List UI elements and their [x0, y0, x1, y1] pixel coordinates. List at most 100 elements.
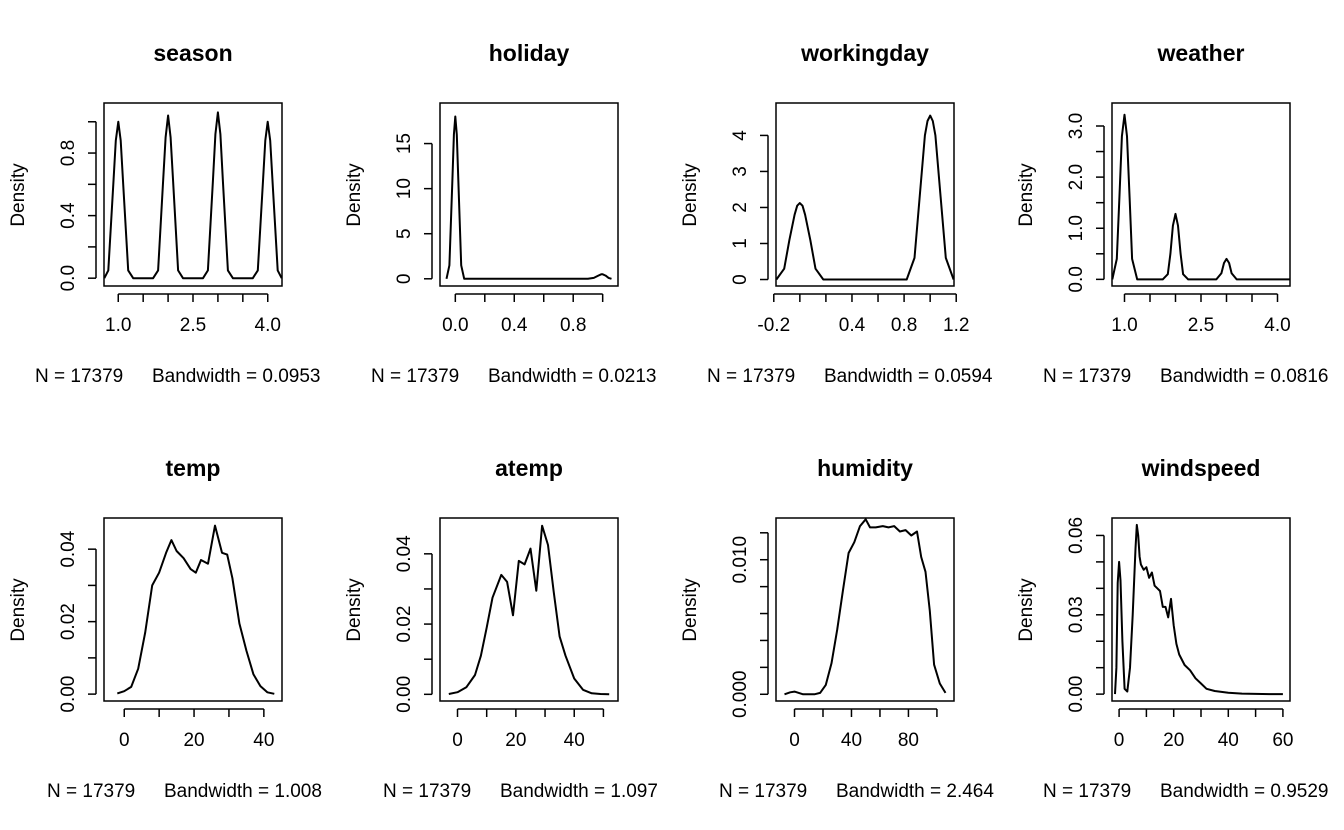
y-axis-label: Density: [344, 163, 365, 227]
y-axis-label: Density: [8, 163, 29, 227]
plot-frame: [1111, 102, 1291, 287]
bandwidth-label: Bandwidth = 0.0953: [152, 366, 321, 387]
density-chart-svg: season 1.0 2.5 4.0 0.0 0.4 0.8 Density N = 17379…: [8, 40, 321, 387]
y-tick-label: 3: [730, 166, 751, 177]
y-tick-label: 3.0: [1066, 113, 1087, 139]
x-tick-label: 0.8: [891, 315, 917, 336]
y-tick-label: 0.00: [58, 676, 79, 713]
x-tick-label: 0.4: [839, 315, 866, 336]
x-tick-label: 1.2: [943, 315, 969, 336]
y-tick-label: 0.0: [1066, 266, 1087, 292]
y-tick-label: 0.4: [58, 202, 79, 229]
y-tick-label: 0.03: [1066, 596, 1087, 633]
panel-weather: weather 1.0 2.5 4.0 0.0 1.0 2.0 3.0 Density N = 1…: [1008, 0, 1344, 415]
panel-season: season 1.0 2.5 4.0 0.0 0.4 0.8 Density N = 17379…: [0, 0, 336, 415]
y-tick-label: 0.00: [394, 676, 415, 713]
y-axis-label: Density: [680, 163, 701, 227]
x-tick-label: 2.5: [1188, 315, 1214, 336]
density-chart-svg: holiday 0.0 0.4 0.8 0 5 10 15 Density N = 17379 Ba…: [344, 40, 657, 387]
chart-title: atemp: [495, 455, 563, 481]
x-tick-label: 0: [1114, 730, 1125, 751]
plot-frame: [775, 102, 955, 287]
plot-frame: [439, 517, 619, 702]
chart-title: workingday: [800, 40, 929, 66]
y-tick-label: 0.000: [730, 670, 751, 718]
y-tick-label: 0: [730, 274, 751, 285]
plot-frame: [439, 102, 619, 287]
plot-frame: [103, 102, 283, 287]
x-tick-label: 4.0: [1264, 315, 1290, 336]
sample-size-label: N = 17379: [719, 781, 807, 802]
density-curve: [784, 518, 947, 696]
x-tick-label: 20: [1163, 730, 1184, 751]
y-tick-label: 0.00: [1066, 676, 1087, 713]
density-curve: [116, 524, 275, 695]
density-chart-svg: humidity 0 40 80 0.000 0.010 Density N = 17379 B…: [680, 455, 994, 802]
bandwidth-label: Bandwidth = 0.0594: [824, 366, 993, 387]
x-tick-label: 0: [119, 730, 130, 751]
density-chart-svg: temp 0 20 40 0.00 0.02 0.04 Density N = 17379 Ban…: [8, 455, 322, 802]
x-tick-label: 40: [253, 730, 274, 751]
y-tick-label: 10: [394, 178, 415, 199]
chart-title: holiday: [489, 40, 570, 66]
y-axis-label: Density: [1016, 163, 1037, 227]
bandwidth-label: Bandwidth = 0.0213: [488, 366, 657, 387]
bandwidth-label: Bandwidth = 0.0816: [1160, 366, 1329, 387]
density-chart-svg: weather 1.0 2.5 4.0 0.0 1.0 2.0 3.0 Density N = 1…: [1016, 40, 1329, 387]
y-tick-label: 0.0: [58, 265, 79, 291]
y-tick-label: 4: [730, 130, 751, 141]
panel-holiday: holiday 0.0 0.4 0.8 0 5 10 15 Density N = 17379 Ba…: [336, 0, 672, 415]
density-curve: [448, 524, 610, 696]
chart-title: windspeed: [1141, 455, 1261, 481]
bandwidth-label: Bandwidth = 1.097: [500, 781, 658, 802]
y-axis-label: Density: [680, 578, 701, 642]
x-tick-label: 40: [841, 730, 862, 751]
x-tick-label: 0.4: [501, 315, 528, 336]
plot-frame: [775, 517, 955, 702]
density-chart-svg: workingday -0.2 0.4 0.8 1.2 0 1 2 3 4 Density N = 1…: [680, 40, 993, 387]
density-curve: [1111, 113, 1290, 281]
y-tick-label: 0.8: [58, 140, 79, 166]
sample-size-label: N = 17379: [1043, 366, 1131, 387]
y-axis-label: Density: [1016, 578, 1037, 642]
sample-size-label: N = 17379: [35, 366, 123, 387]
y-tick-label: 15: [394, 133, 415, 154]
sample-size-label: N = 17379: [1043, 781, 1131, 802]
y-tick-label: 2: [730, 202, 751, 213]
chart-title: humidity: [817, 455, 913, 481]
y-tick-label: 0.06: [1066, 517, 1087, 554]
y-axis-label: Density: [344, 578, 365, 642]
bandwidth-label: Bandwidth = 2.464: [836, 781, 994, 802]
y-tick-label: 5: [394, 228, 415, 239]
y-axis-label: Density: [8, 578, 29, 642]
density-curve: [445, 115, 612, 280]
panel-windspeed: windspeed 0 20 40 60 0.00 0.03 0.06 Density N = 1…: [1008, 415, 1344, 830]
x-tick-label: 20: [183, 730, 204, 751]
density-curve: [1114, 523, 1283, 696]
panel-atemp: atemp 0 20 40 0.00 0.02 0.04 Density N = 17379 Ba…: [336, 415, 672, 830]
x-tick-label: 1.0: [1111, 315, 1137, 336]
y-tick-label: 0.04: [58, 530, 79, 567]
x-tick-label: 20: [505, 730, 526, 751]
x-tick-label: 80: [898, 730, 919, 751]
sample-size-label: N = 17379: [47, 781, 135, 802]
x-tick-label: 40: [1218, 730, 1239, 751]
y-tick-label: 0.02: [58, 603, 79, 640]
density-curve: [775, 114, 955, 281]
y-tick-label: 2.0: [1066, 164, 1087, 190]
density-chart-svg: atemp 0 20 40 0.00 0.02 0.04 Density N = 17379 Ba…: [344, 455, 658, 802]
bandwidth-label: Bandwidth = 1.008: [164, 781, 322, 802]
density-chart-svg: windspeed 0 20 40 60 0.00 0.03 0.06 Density N = 1…: [1016, 455, 1329, 802]
x-tick-label: -0.2: [757, 315, 790, 336]
panel-temp: temp 0 20 40 0.00 0.02 0.04 Density N = 17379 Ban…: [0, 415, 336, 830]
x-tick-label: 40: [564, 730, 585, 751]
chart-title: weather: [1157, 40, 1245, 66]
x-tick-label: 0: [789, 730, 800, 751]
x-tick-label: 60: [1272, 730, 1293, 751]
panel-workingday: workingday -0.2 0.4 0.8 1.2 0 1 2 3 4 Density N = 1…: [672, 0, 1008, 415]
y-tick-label: 1: [730, 238, 751, 249]
bandwidth-label: Bandwidth = 0.9529: [1160, 781, 1329, 802]
x-tick-label: 0.0: [442, 315, 468, 336]
x-tick-label: 0: [452, 730, 463, 751]
